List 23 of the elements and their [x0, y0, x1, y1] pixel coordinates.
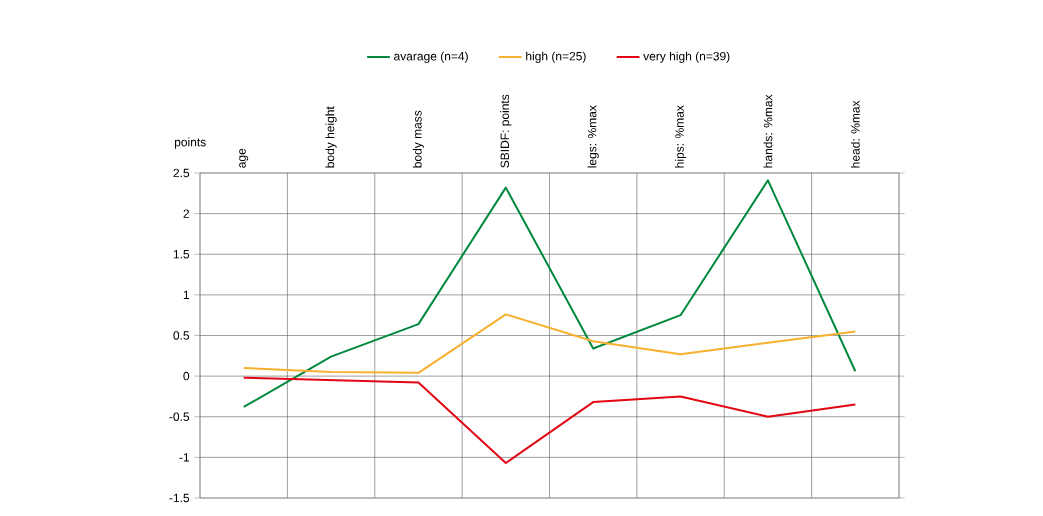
- x-tick-label: SBIDF: points: [500, 94, 512, 168]
- y-tick-label: -0.5: [169, 412, 190, 421]
- x-tick-label: body height: [325, 106, 337, 168]
- legend-label: avarage (n=4): [394, 51, 468, 63]
- x-tick-label: age: [239, 148, 249, 168]
- legend-label: very high (n=39): [643, 51, 730, 63]
- y-tick-label: 2.5: [173, 168, 190, 178]
- line-series: [242, 179, 857, 408]
- y-tick-label: -1.5: [169, 493, 190, 503]
- y-tick-label: -1: [179, 453, 190, 462]
- line-series: [242, 313, 857, 374]
- legend-label: high (n=25): [526, 51, 586, 63]
- y-tick-label: 1: [183, 290, 190, 299]
- y-tick-label: 0: [183, 371, 190, 381]
- x-tick-label: body mass: [412, 110, 425, 168]
- x-tick-label: hips: %max: [674, 105, 687, 168]
- y-axis-title: points: [174, 137, 206, 149]
- y-tick-label: 0.5: [173, 331, 190, 340]
- y-tick-label: 1.5: [173, 250, 190, 259]
- y-tick-label: 2: [183, 209, 189, 218]
- x-tick-label: head: %max: [850, 100, 860, 168]
- x-tick-label: legs: %max: [587, 105, 599, 168]
- x-tick-label: hands: %max: [763, 94, 773, 168]
